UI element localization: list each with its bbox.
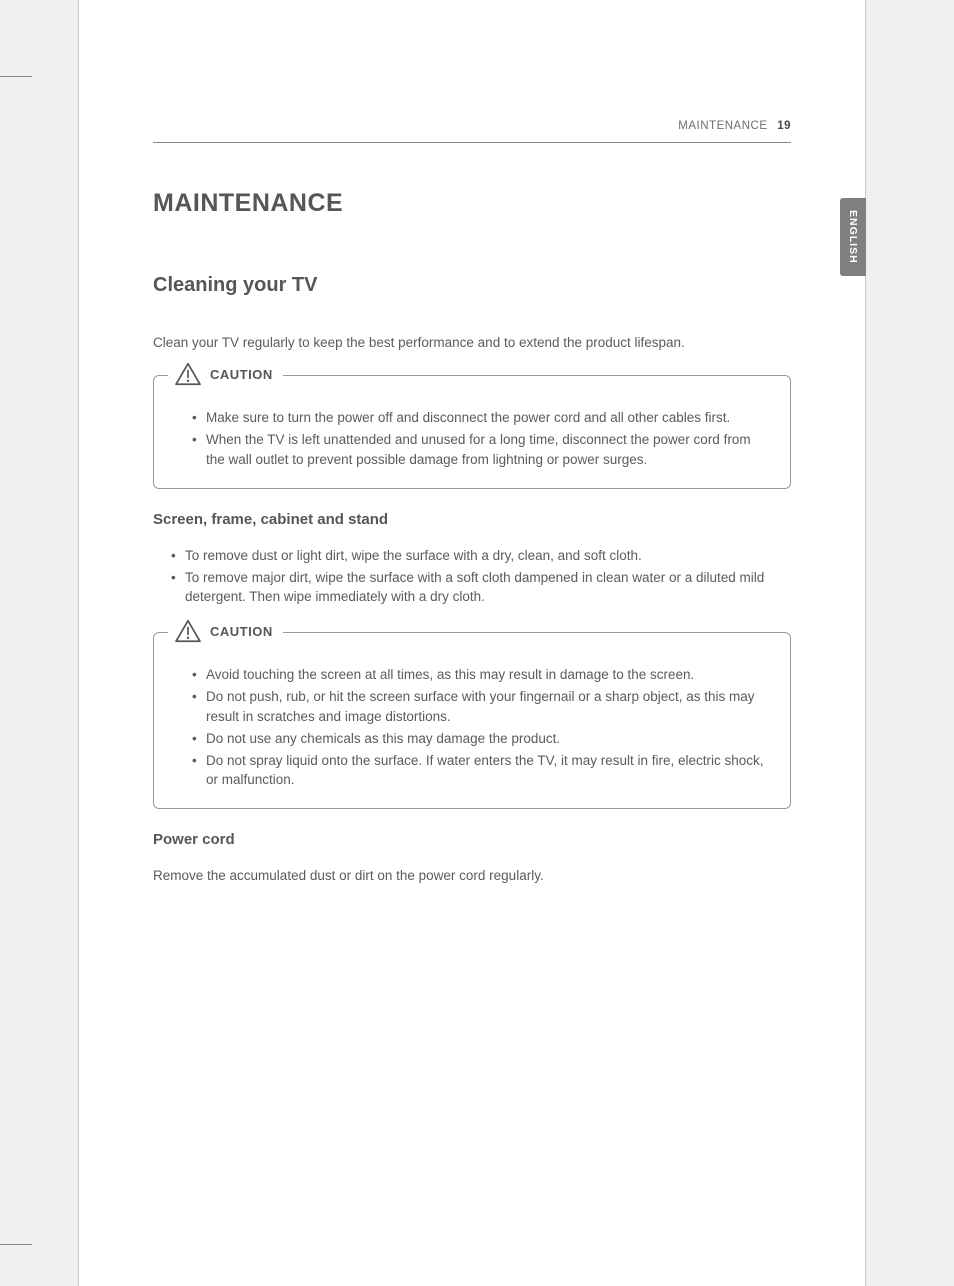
crop-mark [0, 76, 32, 77]
caution-list: Avoid touching the screen at all times, … [174, 665, 770, 789]
caution-legend: CAUTION [168, 362, 283, 386]
page-content: MAINTENANCE 19 MAINTENANCE Cleaning your… [153, 120, 791, 908]
power-cord-paragraph: Remove the accumulated dust or dirt on t… [153, 866, 791, 886]
caution-legend: CAUTION [168, 619, 283, 643]
language-tab-label: ENGLISH [847, 210, 859, 264]
page-title: MAINTENANCE [153, 189, 791, 218]
list-item: Do not spray liquid onto the surface. If… [192, 751, 770, 789]
caution-box: CAUTION Make sure to turn the power off … [153, 375, 791, 488]
section-heading-cleaning: Cleaning your TV [153, 274, 791, 297]
caution-icon [174, 619, 202, 643]
caution-box: CAUTION Avoid touching the screen at all… [153, 632, 791, 809]
list-item: When the TV is left unattended and unuse… [192, 430, 770, 468]
page-number: 19 [777, 120, 791, 132]
list-item: Make sure to turn the power off and disc… [192, 408, 770, 427]
caution-icon [174, 362, 202, 386]
page: ENGLISH MAINTENANCE 19 MAINTENANCE Clean… [78, 0, 866, 1286]
screen-list: To remove dust or light dirt, wipe the s… [153, 546, 791, 606]
list-item: To remove dust or light dirt, wipe the s… [171, 546, 791, 565]
list-item: Do not push, rub, or hit the screen surf… [192, 687, 770, 725]
language-tab: ENGLISH [840, 198, 866, 276]
running-header-section: MAINTENANCE [678, 120, 767, 132]
subsection-heading-power-cord: Power cord [153, 831, 791, 848]
caution-list: Make sure to turn the power off and disc… [174, 408, 770, 468]
list-item: Avoid touching the screen at all times, … [192, 665, 770, 684]
list-item: To remove major dirt, wipe the surface w… [171, 568, 791, 606]
crop-mark [0, 1244, 32, 1245]
caution-label: CAUTION [210, 367, 273, 382]
caution-label: CAUTION [210, 624, 273, 639]
subsection-heading-screen: Screen, frame, cabinet and stand [153, 511, 791, 528]
list-item: Do not use any chemicals as this may dam… [192, 729, 770, 748]
running-header: MAINTENANCE 19 [153, 120, 791, 143]
intro-paragraph: Clean your TV regularly to keep the best… [153, 333, 791, 353]
